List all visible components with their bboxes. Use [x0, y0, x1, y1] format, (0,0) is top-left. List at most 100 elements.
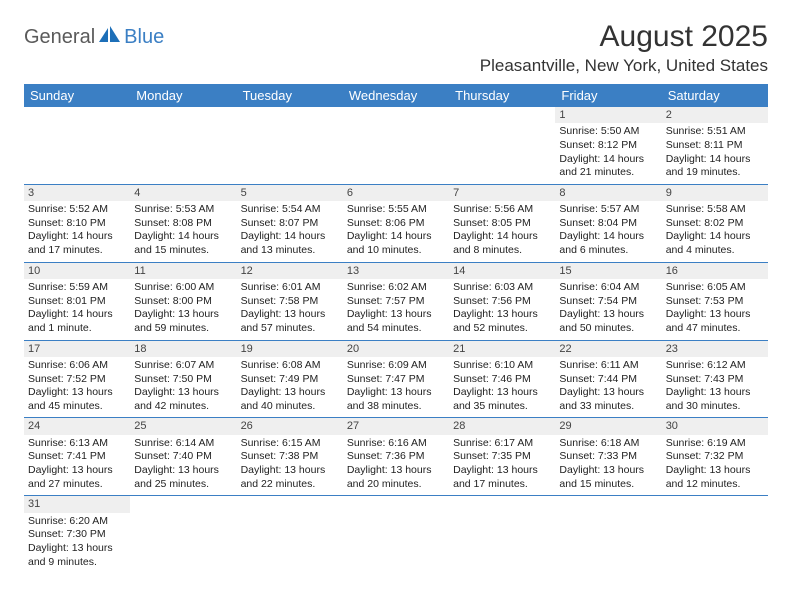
calendar-cell: [24, 107, 130, 184]
sunrise-text: Sunrise: 5:55 AM: [347, 203, 445, 217]
daylight-text: Daylight: 13 hours: [559, 308, 657, 322]
daylight-text: Daylight: 13 hours: [28, 464, 126, 478]
daylight-text: and 21 minutes.: [559, 166, 657, 180]
daylight-text: and 17 minutes.: [453, 478, 551, 492]
daylight-text: Daylight: 14 hours: [28, 308, 126, 322]
calendar-cell: 4Sunrise: 5:53 AMSunset: 8:08 PMDaylight…: [130, 184, 236, 262]
calendar-cell: 26Sunrise: 6:15 AMSunset: 7:38 PMDayligh…: [237, 418, 343, 496]
calendar-cell: 2Sunrise: 5:51 AMSunset: 8:11 PMDaylight…: [662, 107, 768, 184]
daylight-text: and 13 minutes.: [241, 244, 339, 258]
daylight-text: and 20 minutes.: [347, 478, 445, 492]
location-subtitle: Pleasantville, New York, United States: [480, 56, 768, 76]
month-title: August 2025: [480, 20, 768, 54]
daylight-text: Daylight: 14 hours: [134, 230, 232, 244]
sunrise-text: Sunrise: 6:17 AM: [453, 437, 551, 451]
day-number: 19: [237, 341, 343, 357]
daylight-text: Daylight: 14 hours: [666, 153, 764, 167]
sunset-text: Sunset: 7:52 PM: [28, 373, 126, 387]
daylight-text: Daylight: 13 hours: [28, 386, 126, 400]
calendar-cell: 6Sunrise: 5:55 AMSunset: 8:06 PMDaylight…: [343, 184, 449, 262]
daylight-text: Daylight: 14 hours: [666, 230, 764, 244]
sunset-text: Sunset: 7:40 PM: [134, 450, 232, 464]
calendar-cell: 12Sunrise: 6:01 AMSunset: 7:58 PMDayligh…: [237, 262, 343, 340]
calendar-cell: 9Sunrise: 5:58 AMSunset: 8:02 PMDaylight…: [662, 184, 768, 262]
sunset-text: Sunset: 8:01 PM: [28, 295, 126, 309]
sunrise-text: Sunrise: 5:52 AM: [28, 203, 126, 217]
daylight-text: Daylight: 13 hours: [347, 386, 445, 400]
calendar-cell: [662, 496, 768, 573]
daylight-text: and 10 minutes.: [347, 244, 445, 258]
daylight-text: Daylight: 14 hours: [559, 153, 657, 167]
calendar-cell: [130, 107, 236, 184]
calendar-table: Sunday Monday Tuesday Wednesday Thursday…: [24, 84, 768, 573]
daylight-text: Daylight: 14 hours: [28, 230, 126, 244]
sunset-text: Sunset: 8:02 PM: [666, 217, 764, 231]
logo-text-blue: Blue: [124, 26, 164, 49]
daylight-text: and 35 minutes.: [453, 400, 551, 414]
calendar-cell: [237, 107, 343, 184]
daylight-text: Daylight: 13 hours: [241, 308, 339, 322]
sunrise-text: Sunrise: 6:15 AM: [241, 437, 339, 451]
daylight-text: and 25 minutes.: [134, 478, 232, 492]
sunrise-text: Sunrise: 6:19 AM: [666, 437, 764, 451]
sunset-text: Sunset: 8:12 PM: [559, 139, 657, 153]
day-number: 20: [343, 341, 449, 357]
daylight-text: and 57 minutes.: [241, 322, 339, 336]
daylight-text: and 38 minutes.: [347, 400, 445, 414]
sunset-text: Sunset: 7:50 PM: [134, 373, 232, 387]
day-number: 30: [662, 418, 768, 434]
title-block: August 2025 Pleasantville, New York, Uni…: [480, 20, 768, 76]
calendar-cell: 30Sunrise: 6:19 AMSunset: 7:32 PMDayligh…: [662, 418, 768, 496]
daylight-text: and 30 minutes.: [666, 400, 764, 414]
sunset-text: Sunset: 7:58 PM: [241, 295, 339, 309]
calendar-cell: 5Sunrise: 5:54 AMSunset: 8:07 PMDaylight…: [237, 184, 343, 262]
day-number: 25: [130, 418, 236, 434]
daylight-text: Daylight: 13 hours: [134, 464, 232, 478]
calendar-cell: 19Sunrise: 6:08 AMSunset: 7:49 PMDayligh…: [237, 340, 343, 418]
calendar-cell: [343, 496, 449, 573]
sunset-text: Sunset: 8:05 PM: [453, 217, 551, 231]
calendar-cell: 20Sunrise: 6:09 AMSunset: 7:47 PMDayligh…: [343, 340, 449, 418]
sunset-text: Sunset: 8:04 PM: [559, 217, 657, 231]
day-header: Monday: [130, 84, 236, 107]
sunset-text: Sunset: 7:32 PM: [666, 450, 764, 464]
day-header-row: Sunday Monday Tuesday Wednesday Thursday…: [24, 84, 768, 107]
day-number: 1: [555, 107, 661, 123]
sunrise-text: Sunrise: 6:03 AM: [453, 281, 551, 295]
daylight-text: Daylight: 13 hours: [134, 386, 232, 400]
day-number: 11: [130, 263, 236, 279]
page-header: General Blue August 2025 Pleasantville, …: [24, 20, 768, 76]
daylight-text: Daylight: 13 hours: [453, 386, 551, 400]
sunrise-text: Sunrise: 5:59 AM: [28, 281, 126, 295]
daylight-text: Daylight: 14 hours: [453, 230, 551, 244]
daylight-text: and 6 minutes.: [559, 244, 657, 258]
day-number: 21: [449, 341, 555, 357]
day-number: 22: [555, 341, 661, 357]
calendar-cell: 16Sunrise: 6:05 AMSunset: 7:53 PMDayligh…: [662, 262, 768, 340]
daylight-text: and 8 minutes.: [453, 244, 551, 258]
daylight-text: and 27 minutes.: [28, 478, 126, 492]
daylight-text: Daylight: 14 hours: [347, 230, 445, 244]
sunrise-text: Sunrise: 5:56 AM: [453, 203, 551, 217]
daylight-text: and 12 minutes.: [666, 478, 764, 492]
daylight-text: and 19 minutes.: [666, 166, 764, 180]
sunset-text: Sunset: 7:49 PM: [241, 373, 339, 387]
sunset-text: Sunset: 7:46 PM: [453, 373, 551, 387]
calendar-cell: 24Sunrise: 6:13 AMSunset: 7:41 PMDayligh…: [24, 418, 130, 496]
calendar-cell: 13Sunrise: 6:02 AMSunset: 7:57 PMDayligh…: [343, 262, 449, 340]
daylight-text: and 40 minutes.: [241, 400, 339, 414]
calendar-cell: 14Sunrise: 6:03 AMSunset: 7:56 PMDayligh…: [449, 262, 555, 340]
sunset-text: Sunset: 7:33 PM: [559, 450, 657, 464]
day-number: 24: [24, 418, 130, 434]
sunset-text: Sunset: 7:44 PM: [559, 373, 657, 387]
sunrise-text: Sunrise: 6:16 AM: [347, 437, 445, 451]
sunrise-text: Sunrise: 5:50 AM: [559, 125, 657, 139]
daylight-text: Daylight: 14 hours: [241, 230, 339, 244]
calendar-cell: 7Sunrise: 5:56 AMSunset: 8:05 PMDaylight…: [449, 184, 555, 262]
day-number: 13: [343, 263, 449, 279]
daylight-text: and 22 minutes.: [241, 478, 339, 492]
day-number: 18: [130, 341, 236, 357]
daylight-text: Daylight: 13 hours: [559, 464, 657, 478]
sunrise-text: Sunrise: 6:05 AM: [666, 281, 764, 295]
daylight-text: Daylight: 13 hours: [559, 386, 657, 400]
